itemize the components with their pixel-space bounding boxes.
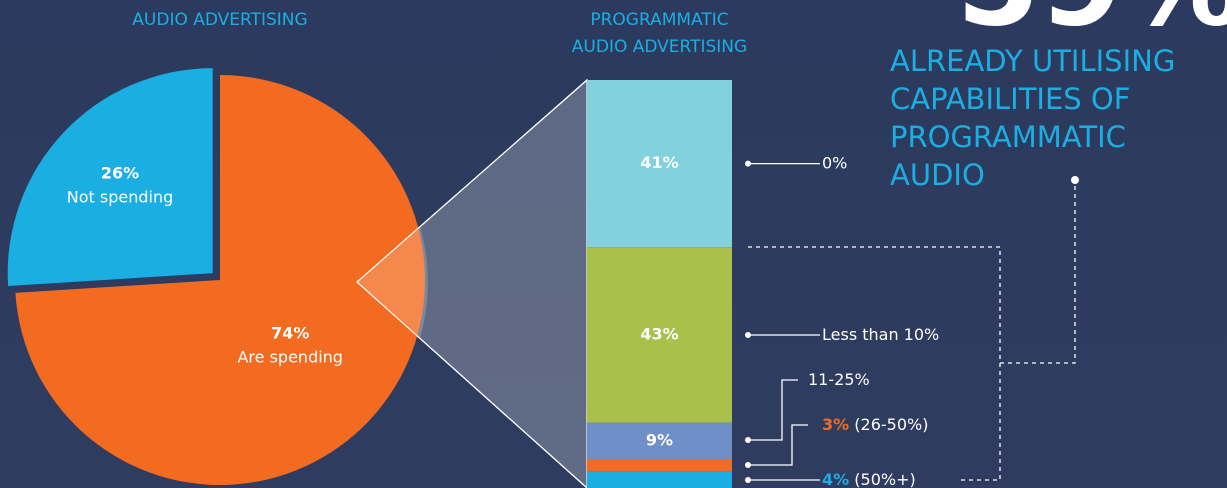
bar-value-label: 41% (640, 153, 678, 172)
bracket-line (1000, 180, 1076, 364)
bar-title: PROGRAMMATIC (590, 10, 728, 30)
bar-segment (587, 422, 732, 460)
pie-value-label: 74% (271, 323, 309, 342)
legend-label: 4% (50%+) (822, 470, 916, 488)
leader-dot (745, 462, 751, 468)
pie-slice (15, 75, 425, 485)
bar-segment (587, 247, 732, 423)
leader-dot (745, 332, 751, 338)
legend-category: (26-50%) (854, 415, 928, 434)
legend-label: 3% (26-50%) (822, 415, 928, 434)
leader-dot (745, 437, 751, 443)
legend-value: 3% (822, 415, 849, 434)
leader-line (748, 379, 798, 441)
legend-label: 11-25% (808, 370, 870, 389)
bar-title: AUDIO ADVERTISING (572, 37, 747, 57)
bar-segment (587, 80, 732, 248)
callout-text: PROGRAMMATIC (890, 120, 1126, 154)
bar-segment (587, 471, 732, 488)
callout-value: 59% (956, 0, 1227, 54)
bracket (748, 180, 1076, 481)
pie-title: AUDIO ADVERTISING (132, 10, 307, 30)
legend-category: 11-25% (808, 370, 870, 389)
pie-slice (7, 68, 213, 287)
pie-value-label: 26% (101, 164, 139, 183)
callout-text: AUDIO (890, 158, 985, 192)
bar-segment (587, 459, 732, 472)
legend-category: 0% (822, 153, 847, 172)
pie-category-label: Not spending (67, 188, 174, 207)
callout-text: ALREADY UTILISING (890, 44, 1175, 78)
legend-category: Less than 10% (822, 325, 939, 344)
bar-value-label: 9% (646, 431, 673, 450)
pie-category-label: Are spending (237, 347, 342, 366)
callout-text: CAPABILITIES OF (890, 82, 1130, 116)
legend-label: Less than 10% (822, 325, 939, 344)
legend-label: 0% (822, 153, 847, 172)
bar-value-label: 43% (640, 325, 678, 344)
zoom-edge (356, 79, 588, 488)
bracket-dot (1071, 176, 1079, 184)
leader-dot (745, 160, 751, 167)
zoom-tip (357, 226, 428, 338)
leader-line (748, 424, 808, 466)
legend-category: (50%+) (854, 470, 915, 488)
legend-value: 4% (822, 470, 849, 488)
leader-dot (745, 477, 751, 483)
